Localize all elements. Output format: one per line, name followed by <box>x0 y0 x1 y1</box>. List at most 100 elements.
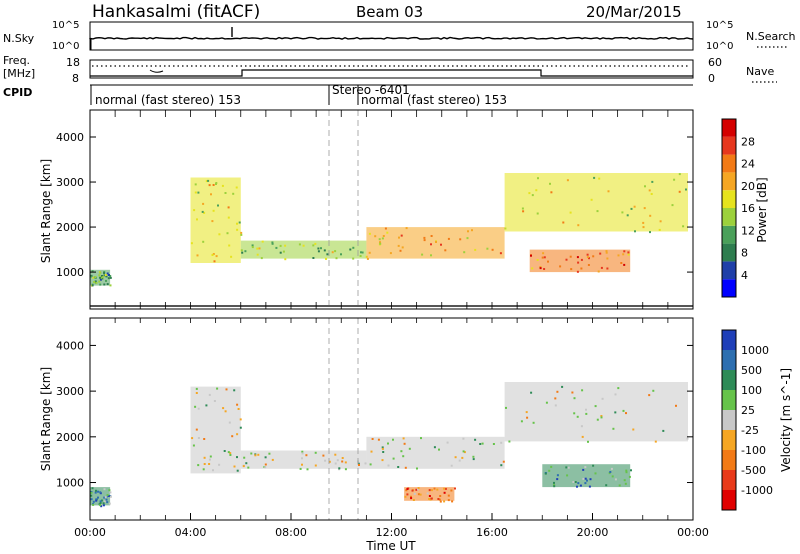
velocity-echo-cell <box>446 441 449 444</box>
power-echo-cell <box>361 251 364 254</box>
velocity-echo-cell <box>254 454 257 457</box>
colorbar-tick-label: 500 <box>741 364 762 377</box>
power-echo-cell <box>102 276 105 279</box>
power-echo-cell <box>580 258 583 261</box>
power-echo-cell <box>312 257 315 259</box>
velocity-echo-cell <box>454 456 457 459</box>
power-echo-cell <box>491 248 494 251</box>
power-echo-cell <box>547 260 549 263</box>
x-tick-label: 04:00 <box>175 526 207 539</box>
power-echo-cell <box>240 249 243 252</box>
power-echo-cell <box>108 274 110 276</box>
velocity-echo-cell <box>224 410 227 413</box>
power-echo-cell <box>227 206 230 209</box>
velocity-echo-cell <box>107 495 110 497</box>
velocity-echo-cell <box>377 438 380 441</box>
colorbar-tick-label: 24 <box>741 158 755 171</box>
velocity-xlabel: Time UT <box>365 539 416 553</box>
y-tick-label: 3000 <box>56 385 84 398</box>
velocity-echo-cell <box>239 418 242 421</box>
velocity-echo-cell <box>581 435 584 438</box>
power-echo-band-1 <box>190 177 241 263</box>
power-echo-cell <box>212 209 215 212</box>
power-echo-cell <box>389 252 392 255</box>
power-echo-cell <box>93 281 96 283</box>
velocity-echo-cell <box>328 460 331 463</box>
velocity-echo-cell <box>222 407 225 410</box>
velocity-echo-band-4 <box>504 382 688 442</box>
cpid-label: CPID <box>3 86 32 99</box>
velocity-echo-cell <box>338 467 341 470</box>
velocity-echo-cell <box>229 452 232 455</box>
power-echo-cell <box>212 184 215 186</box>
velocity-echo-cell <box>95 489 97 492</box>
velocity-echo-cell <box>301 452 304 455</box>
velocity-echo-cell <box>554 397 557 400</box>
power-echo-cell <box>626 214 629 217</box>
velocity-echo-cell <box>413 492 416 495</box>
velocity-echo-cell <box>614 393 617 396</box>
power-echo-band-5 <box>529 249 631 273</box>
velocity-echo-cell <box>382 451 385 453</box>
colorbar-tick-label: 12 <box>741 224 755 237</box>
velocity-echo-cell <box>544 472 547 475</box>
velocity-echo-cell <box>271 458 274 461</box>
velocity-echo-cell <box>454 487 456 490</box>
power-echo-cell <box>430 235 433 237</box>
x-tick-label: 08:00 <box>275 526 307 539</box>
power-echo-cell <box>326 253 329 256</box>
colorbar-swatch <box>722 410 736 430</box>
velocity-echo-cell <box>576 485 578 488</box>
velocity-echo-cell <box>584 466 587 469</box>
power-echo-cell <box>190 242 193 245</box>
velocity-echo-cell <box>322 454 325 457</box>
power-echo-cell <box>103 272 106 274</box>
colorbar-tick-label: 25 <box>741 404 755 417</box>
power-echo-cell <box>650 193 653 195</box>
nsearch-label: N.Search <box>746 30 796 43</box>
power-echo-cell <box>228 244 231 247</box>
power-echo-cell <box>106 283 109 286</box>
velocity-echo-cell <box>662 429 665 432</box>
colorbar-swatch <box>722 172 736 191</box>
velocity-colorbar-ticks: 1000 500 100 25 -25 -100 -500 -1000 <box>741 344 773 497</box>
cpid-mode-2: Stereo -6401 <box>332 83 410 97</box>
station-title: Hankasalmi (fitACF) <box>92 2 260 22</box>
velocity-colorbar-swatches <box>722 330 736 510</box>
velocity-echo-cell <box>447 499 450 502</box>
velocity-y-ticks: 1000 2000 3000 4000 <box>56 339 693 490</box>
velocity-echo-cell <box>306 468 309 471</box>
velocity-echo-cell <box>99 504 102 507</box>
power-echo-cell <box>256 253 259 256</box>
velocity-echo-cell <box>617 387 620 390</box>
power-echo-cell <box>374 235 377 238</box>
noise-top-right-tick: 10^5 <box>706 20 733 31</box>
power-echo-cell <box>256 247 259 250</box>
power-echo-cell <box>101 277 104 280</box>
colorbar-swatch <box>722 490 736 510</box>
power-echo-cell <box>312 244 315 247</box>
velocity-echo-cell <box>100 505 103 508</box>
colorbar-swatch <box>722 350 736 370</box>
velocity-echo-cell <box>481 442 484 445</box>
colorbar-tick-label: -500 <box>741 464 766 477</box>
velocity-echo-cell <box>462 450 465 453</box>
power-echo-cell <box>91 284 94 287</box>
velocity-echo-cell <box>585 408 587 411</box>
power-echo-cell <box>109 276 112 279</box>
x-tick-label: 00:00 <box>677 526 709 539</box>
power-echo-cell <box>539 267 542 270</box>
y-tick-label: 3000 <box>56 176 84 189</box>
colorbar-swatch <box>722 225 736 244</box>
velocity-echo-cell <box>205 404 208 407</box>
power-echo-cell <box>317 250 320 253</box>
power-echo-cell <box>109 284 112 287</box>
power-echo-cell <box>536 259 539 261</box>
velocity-echo-cell <box>592 464 595 467</box>
power-echo-cell <box>531 194 534 197</box>
velocity-echo-cell <box>364 462 367 465</box>
power-echo-cell <box>381 237 384 240</box>
velocity-echo-cell <box>403 442 406 445</box>
power-echo-cell <box>633 205 636 208</box>
power-echo-cell <box>284 258 287 261</box>
